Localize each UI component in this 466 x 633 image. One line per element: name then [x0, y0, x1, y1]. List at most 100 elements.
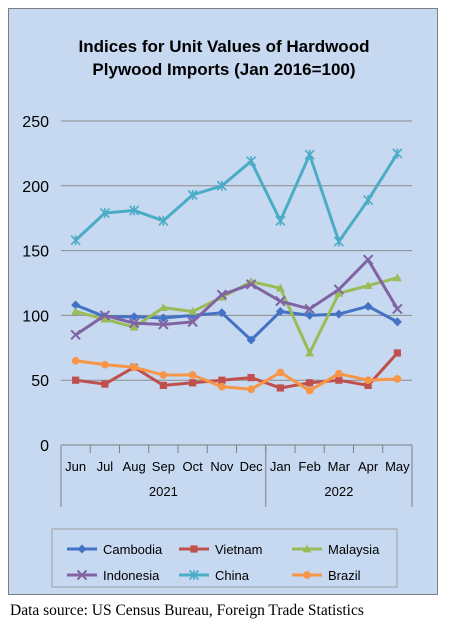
data-point-brazil — [335, 369, 343, 378]
x-tick-label: Dec — [240, 459, 264, 474]
data-point-malaysia — [392, 273, 402, 282]
data-point-brazil — [393, 375, 402, 383]
data-point-cambodia — [129, 312, 139, 322]
y-axis-ticks: 0 50 100 150 200 250 — [22, 114, 49, 455]
series-layer — [70, 148, 403, 395]
legend: Cambodia Vietnam Malaysia Indonesia China Bra… — [51, 528, 398, 588]
data-point-malaysia — [188, 307, 198, 315]
data-point-malaysia — [129, 322, 139, 331]
data-point-china — [304, 149, 315, 160]
data-point-china — [187, 189, 198, 200]
data-point-china — [158, 215, 169, 226]
data-point-malaysia — [334, 288, 344, 297]
x-tick-label: Sep — [152, 459, 175, 474]
series-china — [70, 148, 403, 247]
data-point-malaysia — [275, 283, 285, 292]
data-point-vietnam — [393, 349, 401, 357]
x-tick-label: Jan — [270, 459, 291, 474]
legend-item-indonesia: Indonesia — [67, 568, 160, 583]
data-point-indonesia — [128, 317, 140, 329]
data-point-brazil — [130, 363, 138, 372]
data-point-china — [392, 148, 403, 159]
data-source-note: Data source: US Census Bureau, Foreign T… — [10, 602, 364, 619]
data-point-indonesia — [245, 279, 257, 290]
data-point-vietnam — [159, 381, 167, 389]
legend-label-cambodia: Cambodia — [103, 542, 163, 557]
data-point-cambodia — [363, 301, 373, 311]
data-point-brazil — [218, 382, 226, 391]
y-tick-label: 150 — [22, 244, 49, 261]
data-point-cambodia — [246, 335, 256, 345]
series-line-indonesia — [74, 258, 399, 337]
series-indonesia — [70, 254, 403, 341]
y-tick-label: 100 — [22, 308, 49, 325]
chart-canvas: Indices for Unit Values of Hardwood Plyw… — [22, 37, 413, 588]
series-line-vietnam — [75, 351, 399, 390]
data-point-china — [246, 156, 257, 167]
legend-item-brazil: Brazil — [292, 568, 361, 583]
data-point-brazil — [71, 356, 80, 365]
data-point-vietnam — [306, 379, 314, 387]
y-tick-label: 50 — [31, 373, 49, 390]
x-tick-label: Mar — [328, 459, 351, 474]
legend-marker-indonesia — [76, 569, 88, 581]
legend-label-brazil: Brazil — [328, 568, 361, 583]
y-tick-label: 200 — [22, 179, 49, 196]
data-point-indonesia — [333, 284, 345, 295]
legend-item-china: China — [179, 568, 250, 583]
data-point-cambodia — [334, 309, 344, 319]
x-tick-label: Aug — [123, 459, 146, 474]
data-point-china — [70, 235, 81, 246]
x-tick-label: May — [385, 459, 410, 474]
data-point-cambodia — [305, 310, 315, 320]
data-point-cambodia — [275, 307, 285, 317]
data-point-vietnam — [364, 381, 372, 389]
x-tick-label: Nov — [210, 459, 234, 474]
data-point-malaysia — [305, 348, 315, 357]
data-point-brazil — [276, 368, 285, 377]
legend-label-vietnam: Vietnam — [215, 542, 262, 557]
legend-label-malaysia: Malaysia — [328, 542, 380, 557]
data-point-indonesia — [275, 295, 286, 307]
data-point-vietnam — [335, 376, 343, 384]
data-point-cambodia — [392, 317, 402, 327]
plot-background — [61, 121, 412, 445]
data-point-china — [363, 194, 374, 206]
data-point-indonesia — [304, 303, 315, 315]
data-point-vietnam — [101, 380, 109, 388]
data-point-vietnam — [189, 379, 197, 387]
data-point-china — [216, 180, 227, 191]
data-point-china — [129, 205, 140, 216]
data-point-indonesia — [70, 329, 81, 341]
data-point-malaysia — [100, 314, 110, 323]
legend-item-cambodia: Cambodia — [67, 542, 163, 557]
chart-title-line-2: Plywood Imports (Jan 2016=100) — [92, 60, 355, 79]
year-label: 2021 — [149, 484, 178, 499]
x-tick-label: Jul — [97, 459, 114, 474]
data-point-indonesia — [187, 316, 198, 328]
x-axis: Jun Jul Aug Sep Oct Nov Dec Jan Feb Mar Apr May 2021… — [60, 445, 413, 507]
data-point-vietnam — [72, 376, 80, 384]
data-point-malaysia — [158, 303, 168, 311]
data-point-indonesia — [362, 254, 374, 265]
legend-box — [51, 528, 398, 588]
y-tick-label: 250 — [22, 114, 49, 131]
series-line-cambodia — [75, 303, 399, 342]
data-point-malaysia — [71, 307, 81, 315]
data-point-malaysia — [363, 281, 373, 289]
x-tick-label: Apr — [358, 459, 379, 474]
data-point-cambodia — [158, 313, 168, 323]
legend-label-china: China — [215, 568, 250, 583]
series-line-china — [74, 152, 399, 244]
series-brazil — [71, 356, 402, 395]
chart-frame: Indices for Unit Values of Hardwood Plyw… — [8, 8, 438, 595]
legend-marker-cambodia — [77, 544, 87, 554]
legend-marker-china — [188, 569, 200, 581]
legend-marker-brazil — [303, 571, 311, 579]
data-point-brazil — [305, 386, 314, 395]
chart-title-line-1: Indices for Unit Values of Hardwood — [79, 37, 370, 56]
data-point-brazil — [159, 371, 168, 379]
x-tick-label: Oct — [183, 459, 204, 474]
data-point-china — [333, 236, 344, 247]
data-point-indonesia — [158, 319, 169, 330]
